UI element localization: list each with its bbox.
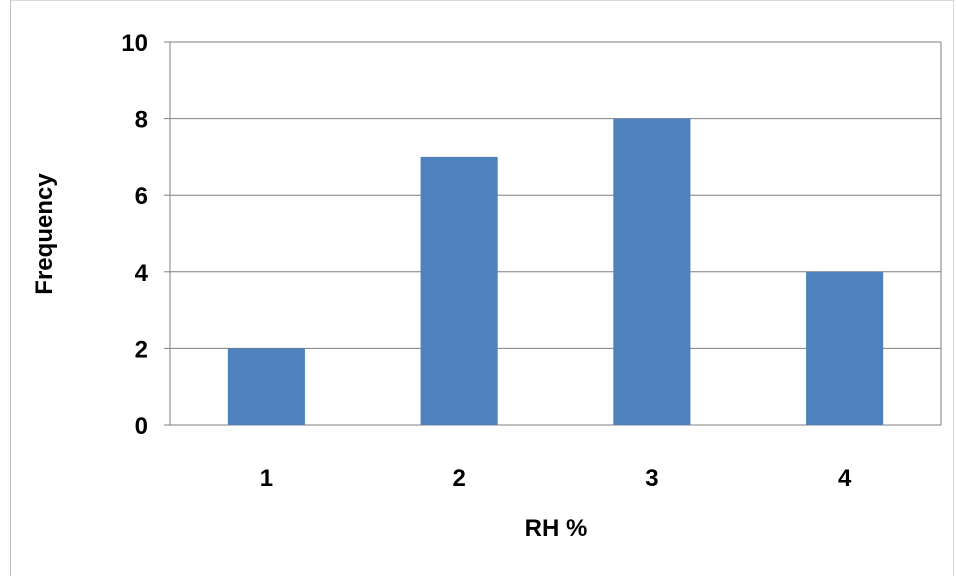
x-tick-label: 3 (645, 465, 658, 492)
chart-frame (10, 0, 954, 576)
y-tick-label: 2 (135, 336, 148, 363)
y-tick-label: 6 (135, 183, 148, 210)
bar-2 (420, 156, 498, 425)
y-tick-label: 10 (121, 30, 148, 57)
bar-4 (806, 271, 884, 425)
x-axis-ticks: 1 2 3 4 (260, 465, 852, 492)
y-tick-label: 4 (135, 260, 149, 287)
y-axis-ticks: 0 2 4 6 8 10 (121, 30, 148, 440)
bar-3 (613, 118, 691, 425)
bars (227, 118, 884, 425)
x-tick-label: 4 (838, 465, 852, 492)
x-tick-label: 1 (260, 465, 273, 492)
y-tick-label: 8 (135, 107, 148, 134)
bar-1 (227, 348, 305, 425)
y-axis-title: Frequency (31, 173, 58, 295)
y-tick-label: 0 (135, 413, 148, 440)
x-axis-title: RH % (525, 515, 588, 542)
x-tick-label: 2 (452, 465, 465, 492)
